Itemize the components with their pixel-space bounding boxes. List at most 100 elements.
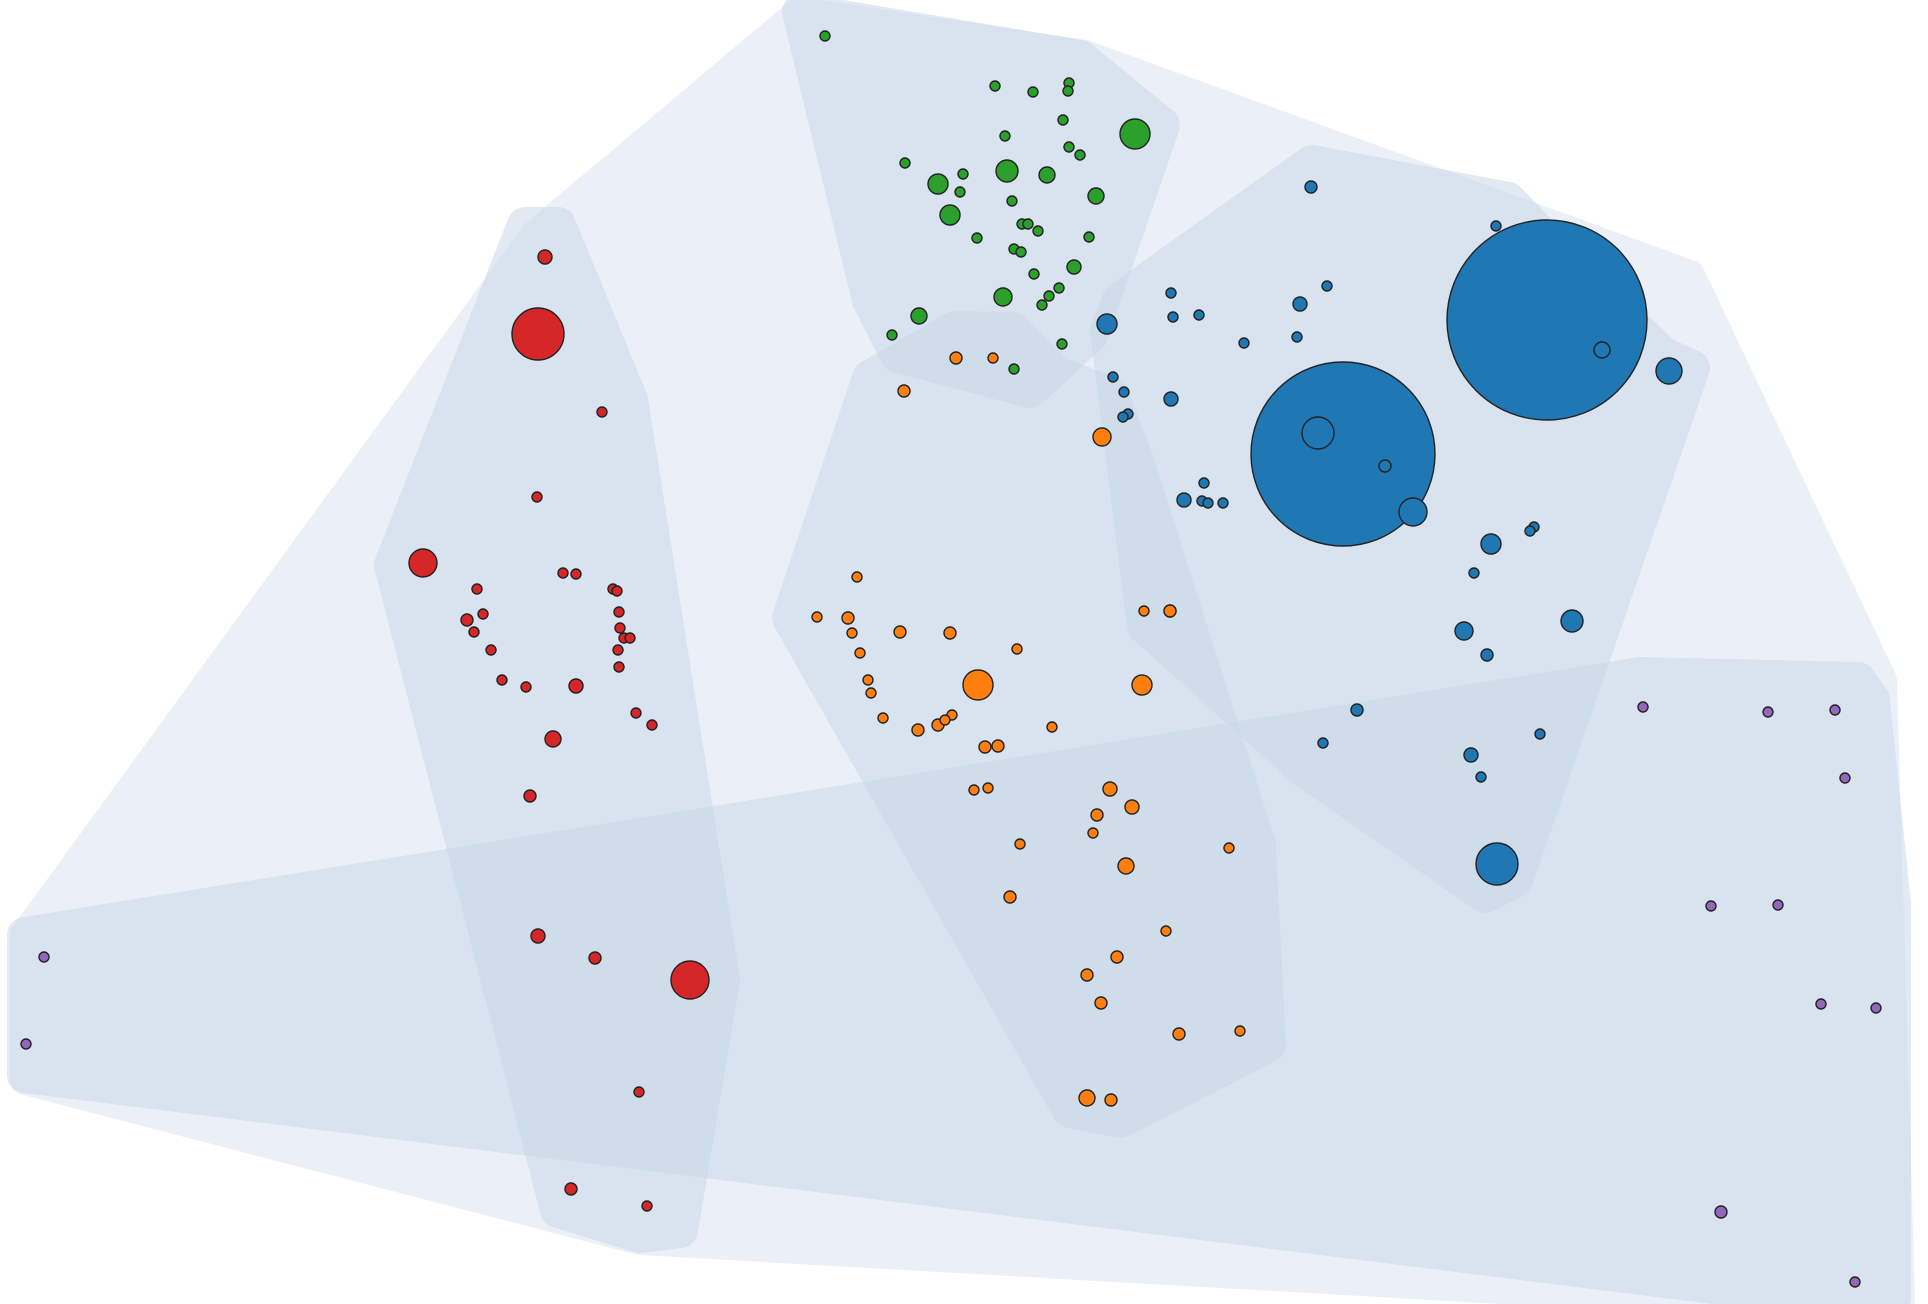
node-group2-28[interactable] [1480, 533, 1502, 555]
node-group2-19[interactable] [1250, 361, 1436, 547]
node-group4-3[interactable] [596, 406, 608, 418]
node-group2-21[interactable] [1378, 459, 1392, 473]
node-group4-27[interactable] [523, 789, 537, 803]
node-group1-12[interactable] [957, 168, 969, 180]
node-group3-8[interactable] [811, 611, 823, 623]
node-group1-27[interactable] [1066, 259, 1082, 275]
node-group3-41[interactable] [1172, 1027, 1186, 1041]
node-group2-15[interactable] [1163, 391, 1179, 407]
node-group2-16[interactable] [1593, 341, 1611, 359]
node-group4-5[interactable] [408, 548, 438, 578]
node-group3-37[interactable] [1160, 925, 1172, 937]
node-group2-14[interactable] [1655, 357, 1683, 385]
node-group1-8[interactable] [1057, 114, 1069, 126]
node-group3-19[interactable] [877, 712, 889, 724]
node-group4-33[interactable] [641, 1200, 653, 1212]
node-group3-27[interactable] [968, 784, 980, 796]
node-group1-1[interactable] [819, 30, 831, 42]
node-group3-44[interactable] [1104, 1093, 1118, 1107]
node-group3-17[interactable] [862, 674, 874, 686]
node-group5-2[interactable] [1762, 706, 1774, 718]
node-group3-32[interactable] [1087, 827, 1099, 839]
node-group1-23[interactable] [971, 232, 983, 244]
node-group1-34[interactable] [886, 329, 898, 341]
node-group3-36[interactable] [1003, 890, 1017, 904]
node-group2-7[interactable] [1193, 309, 1205, 321]
node-group3-13[interactable] [854, 647, 866, 659]
node-group3-29[interactable] [1102, 781, 1118, 797]
node-group3-33[interactable] [1014, 838, 1026, 850]
node-group3-11[interactable] [893, 625, 907, 639]
node-group2-22[interactable] [1398, 497, 1428, 527]
node-group4-15[interactable] [614, 622, 626, 634]
node-group3-39[interactable] [1080, 968, 1094, 982]
node-group3-7[interactable] [1163, 604, 1177, 618]
node-group3-35[interactable] [1117, 857, 1135, 875]
node-group2-10[interactable] [1238, 337, 1250, 349]
node-group1-3[interactable] [1027, 86, 1039, 98]
node-group3-30[interactable] [1124, 799, 1140, 815]
node-group1-26[interactable] [1015, 246, 1027, 258]
node-group1-24[interactable] [1083, 231, 1095, 243]
node-group3-16[interactable] [1131, 674, 1153, 696]
node-group1-5[interactable] [1062, 85, 1074, 97]
node-group2-5[interactable] [1292, 296, 1308, 312]
node-group1-31[interactable] [1043, 290, 1055, 302]
node-group4-14[interactable] [468, 626, 480, 638]
node-group1-10[interactable] [1074, 149, 1086, 161]
node-group2-8[interactable] [1167, 311, 1179, 323]
node-group4-7[interactable] [570, 568, 582, 580]
node-group1-28[interactable] [1028, 268, 1040, 280]
node-group5-12[interactable] [1849, 1276, 1861, 1288]
node-group5-11[interactable] [1714, 1205, 1728, 1219]
node-group1-17[interactable] [1006, 195, 1018, 207]
node-group2-20[interactable] [1301, 416, 1335, 450]
node-group2-33[interactable] [1560, 609, 1584, 633]
node-group3-28[interactable] [982, 782, 994, 794]
node-group2-1[interactable] [1304, 180, 1318, 194]
node-group2-26[interactable] [1217, 497, 1229, 509]
node-group3-40[interactable] [1094, 996, 1108, 1010]
node-group2-35[interactable] [1480, 648, 1494, 662]
node-group4-20[interactable] [613, 661, 625, 673]
node-group2-24[interactable] [1176, 492, 1192, 508]
node-group5-4[interactable] [1839, 772, 1851, 784]
node-group2-31[interactable] [1524, 525, 1536, 537]
node-group4-8[interactable] [471, 583, 483, 595]
node-group3-6[interactable] [1138, 605, 1150, 617]
node-group2-41[interactable] [1475, 842, 1519, 886]
node-group2-6[interactable] [1165, 287, 1177, 299]
node-group2-39[interactable] [1463, 747, 1479, 763]
node-group3-18[interactable] [865, 687, 877, 699]
node-group4-32[interactable] [564, 1182, 578, 1196]
node-group2-13[interactable] [1118, 386, 1130, 398]
node-group1-35[interactable] [1056, 338, 1068, 350]
node-group2-18[interactable] [1117, 411, 1129, 423]
node-group3-26[interactable] [991, 739, 1005, 753]
node-group3-10[interactable] [846, 627, 858, 639]
node-group3-2[interactable] [987, 352, 999, 364]
node-group4-30[interactable] [670, 960, 710, 1000]
node-group4-24[interactable] [630, 707, 642, 719]
node-group4-17[interactable] [624, 632, 636, 644]
node-group2-29[interactable] [1468, 567, 1480, 579]
node-group2-25[interactable] [1202, 497, 1214, 509]
node-group3-24[interactable] [1046, 721, 1058, 733]
node-group4-6[interactable] [557, 567, 569, 579]
node-group1-15[interactable] [927, 173, 949, 195]
node-group1-7[interactable] [999, 130, 1011, 142]
node-group1-30[interactable] [993, 287, 1013, 307]
node-group1-18[interactable] [1087, 187, 1105, 205]
node-group1-21[interactable] [1022, 218, 1034, 230]
node-group4-11[interactable] [613, 606, 625, 618]
node-group3-4[interactable] [1092, 427, 1112, 447]
node-group3-25[interactable] [978, 740, 992, 754]
node-group5-8[interactable] [1815, 998, 1827, 1010]
node-group1-6[interactable] [1119, 118, 1151, 150]
node-group4-13[interactable] [460, 613, 474, 627]
node-group3-38[interactable] [1110, 950, 1124, 964]
node-group2-27[interactable] [1198, 477, 1210, 489]
node-group2-2[interactable] [1490, 220, 1502, 232]
node-group1-11[interactable] [899, 157, 911, 169]
node-group3-42[interactable] [1234, 1025, 1246, 1037]
